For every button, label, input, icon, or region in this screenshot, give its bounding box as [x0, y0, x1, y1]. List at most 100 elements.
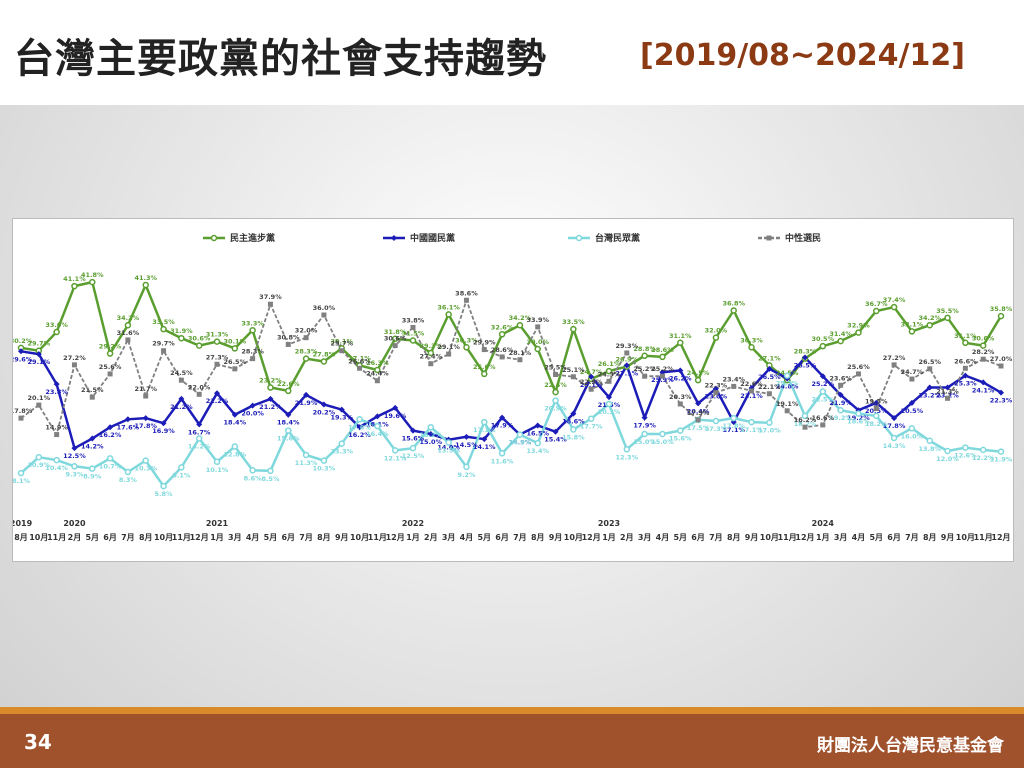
chart-box: 8月201910月11月2月20205月6月7月8月10月11月12月1月202…	[10, 218, 1014, 562]
point	[748, 344, 755, 351]
data-label: 31.8%	[384, 328, 407, 336]
point	[89, 394, 95, 400]
point	[320, 457, 328, 464]
data-label: 17.1%	[740, 426, 763, 434]
data-label: 28.2%	[972, 348, 995, 356]
point	[819, 342, 827, 350]
data-label: 16.7%	[188, 428, 211, 436]
data-label: 8.1%	[13, 477, 30, 485]
point	[232, 366, 238, 372]
point	[285, 411, 292, 418]
x-tick-label: 9月	[549, 533, 563, 542]
data-label: 22.6%	[740, 380, 763, 388]
data-label: 5.8%	[155, 490, 174, 498]
data-label: 38.6%	[455, 289, 478, 297]
point	[891, 415, 898, 422]
data-label: 32.6%	[491, 323, 514, 331]
x-tick-label: 4月	[460, 533, 474, 542]
point	[481, 347, 487, 353]
series-points: 30.2%29.7%33.0%41.1%41.8%29.2%34.2%41.3%…	[10, 271, 1013, 396]
x-tick-label: 7月	[709, 533, 723, 542]
x-tick-label: 2月	[620, 533, 634, 542]
data-label: 21.7%	[134, 385, 157, 393]
point	[890, 434, 898, 442]
point	[499, 354, 505, 360]
point	[694, 376, 702, 384]
point	[820, 422, 826, 428]
point	[35, 351, 42, 358]
data-label: 10.3%	[134, 465, 157, 473]
data-label: 20.3%	[598, 408, 621, 416]
data-label: 29.1%	[28, 358, 51, 366]
data-label: 33.9%	[526, 316, 549, 324]
point	[962, 372, 969, 379]
data-label: 18.4%	[224, 419, 247, 427]
x-tick-label: 2月	[68, 533, 82, 542]
data-label: 25.2%	[633, 365, 656, 373]
data-label: 17.8%	[722, 422, 745, 430]
data-label: 19.1%	[776, 400, 799, 408]
point	[855, 371, 861, 377]
data-label: 12.1%	[384, 454, 407, 462]
data-label: 16.6%	[812, 414, 835, 422]
data-label: 22.2%	[206, 397, 229, 405]
point	[605, 400, 613, 408]
x-tick-label: 6月	[691, 533, 705, 542]
point	[890, 303, 898, 311]
point	[677, 367, 684, 374]
data-label: 14.1%	[473, 443, 496, 451]
point	[160, 482, 167, 490]
data-label: 29.6%	[13, 355, 33, 363]
data-label: 26.6%	[954, 357, 977, 365]
point	[498, 450, 506, 457]
data-label: 21.3%	[936, 387, 959, 395]
point	[588, 373, 595, 380]
data-label: 21.5%	[81, 386, 104, 394]
point	[944, 447, 951, 455]
point	[285, 427, 292, 434]
data-label: 21.2%	[259, 403, 282, 411]
point	[481, 370, 488, 378]
point	[321, 312, 327, 318]
x-tick-label: 5月	[85, 533, 99, 542]
data-label: 30.3%	[740, 336, 763, 344]
footer-line	[0, 707, 1024, 714]
x-tick-label: 9月	[745, 533, 759, 542]
point	[837, 391, 844, 398]
data-label: 22.4%	[544, 381, 567, 389]
point	[125, 337, 131, 343]
x-tick-label: 2月	[424, 533, 438, 542]
data-label: 37.4%	[883, 296, 906, 304]
x-tick-label: 3月	[638, 533, 652, 542]
x-tick-label: 5月	[477, 533, 491, 542]
point	[71, 362, 77, 368]
point	[392, 404, 399, 411]
point	[570, 374, 576, 380]
point	[516, 321, 524, 329]
x-tick-label: 1月	[602, 533, 616, 542]
x-tick-label: 12月	[582, 533, 601, 542]
data-label: 33.5%	[562, 318, 585, 326]
data-label: 16.2%	[794, 416, 817, 424]
slide-title: 台灣主要政黨的社會支持趨勢	[14, 36, 547, 82]
point	[873, 406, 879, 411]
x-tick-label: 1月	[406, 533, 420, 542]
data-label: 31.1%	[954, 332, 977, 340]
point	[873, 412, 880, 420]
series-points: 17.8% 20.1% 14.9% 27.2% 21.5% 25.6% 31.6% 21.7%…	[10, 289, 1013, 438]
point	[213, 458, 221, 466]
data-label: 15.0%	[420, 438, 443, 446]
data-label: 31.1%	[669, 332, 692, 340]
point	[908, 399, 915, 406]
point	[623, 446, 631, 453]
point	[766, 419, 773, 426]
data-label: 24.7%	[901, 368, 924, 376]
data-label: 17.1%	[722, 426, 745, 434]
point	[587, 415, 595, 422]
x-tick-label: 5月	[264, 533, 278, 542]
data-label: 23.2%	[259, 377, 282, 385]
x-tick-label: 12月	[386, 533, 405, 542]
point	[873, 307, 880, 315]
data-label: 26.3%	[366, 359, 389, 367]
point	[339, 348, 345, 354]
